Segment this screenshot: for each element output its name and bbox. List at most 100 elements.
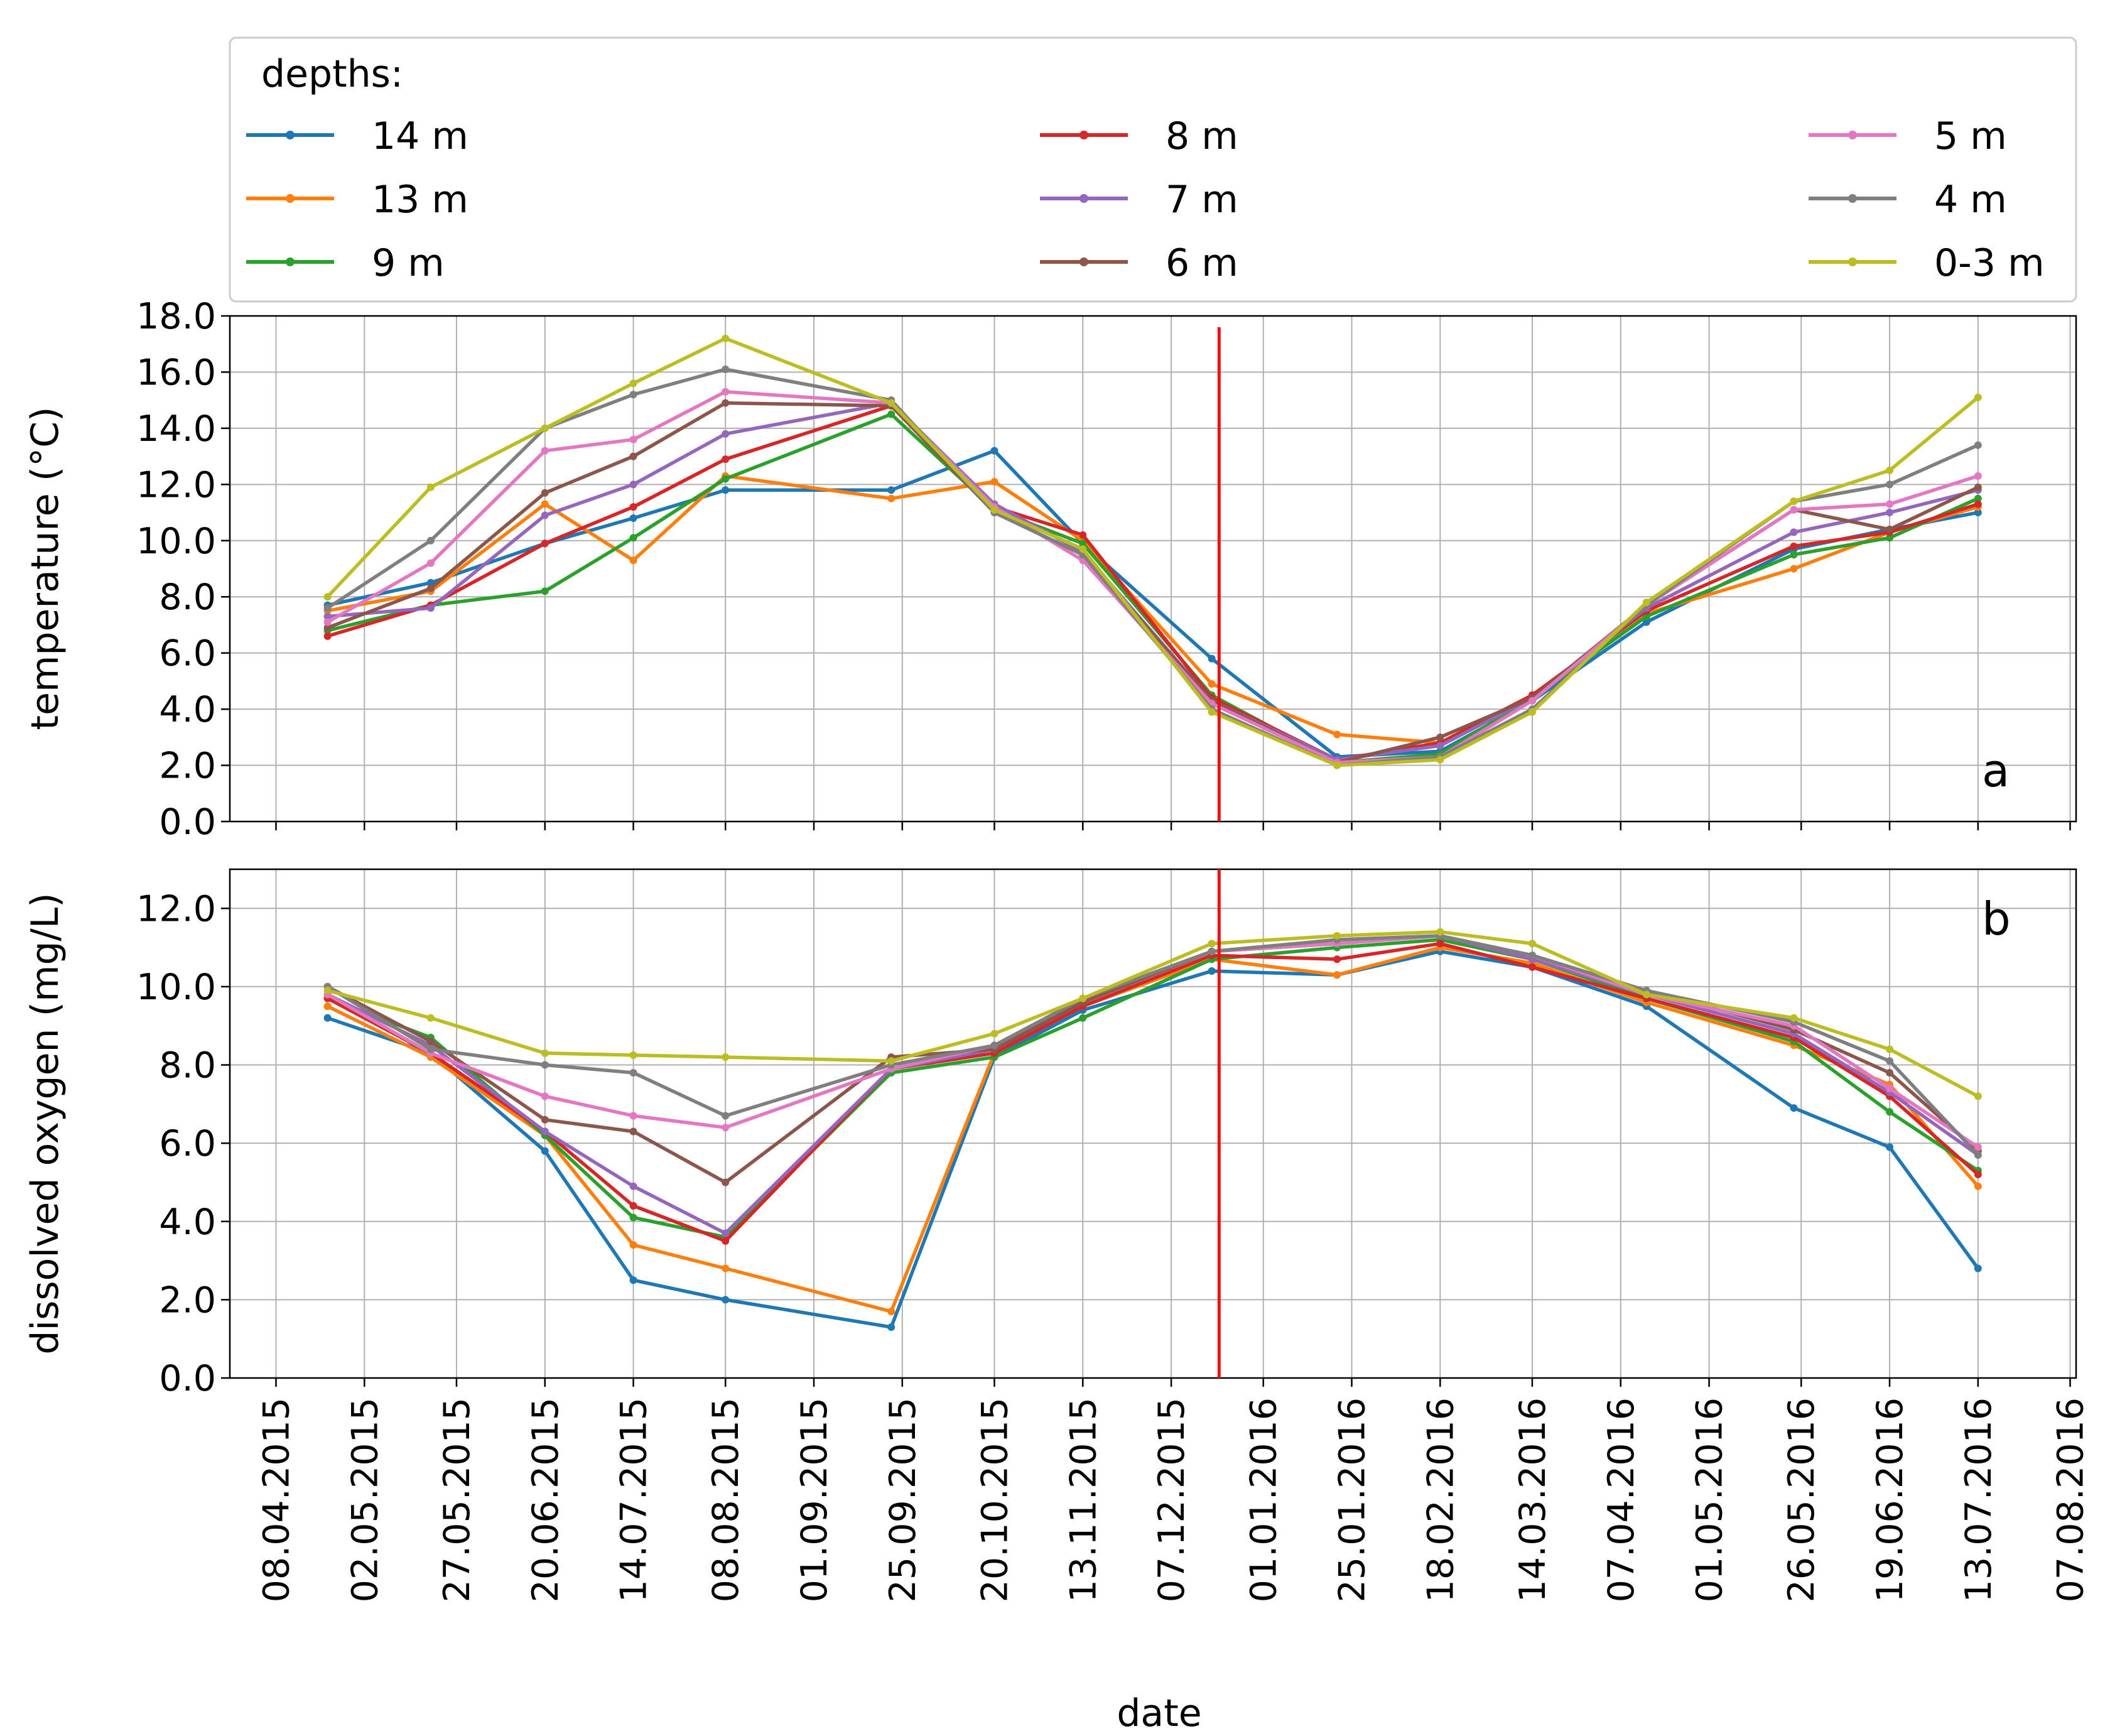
data-point: [722, 388, 730, 396]
series-line: [327, 950, 1980, 1329]
data-point: [426, 1045, 435, 1053]
x-tick-label: 01.01.2016: [1243, 1397, 1285, 1602]
data-point: [1886, 1069, 1894, 1077]
data-point: [722, 430, 730, 438]
data-point: [629, 1127, 637, 1136]
y-tick-label: 4.0: [159, 1202, 216, 1243]
data-point: [1528, 940, 1536, 948]
data-point: [629, 1202, 637, 1210]
data-point: [722, 455, 730, 464]
x-tick-label: 08.04.2015: [256, 1397, 298, 1602]
x-axis-label: date: [1117, 1691, 1201, 1735]
data-point: [722, 334, 730, 342]
series-line: [327, 938, 1979, 1239]
data-point: [1208, 940, 1216, 948]
data-point: [1436, 742, 1444, 750]
data-point: [722, 1053, 730, 1061]
data-point: [541, 1061, 549, 1069]
data-point: [426, 584, 435, 592]
data-point: [1079, 531, 1087, 539]
data-point: [323, 624, 332, 632]
data-point: [629, 1051, 637, 1059]
y-tick-label: 4.0: [159, 689, 216, 730]
data-point: [1208, 708, 1216, 716]
data-point: [1079, 545, 1087, 553]
y-tick-label: 6.0: [159, 1123, 216, 1164]
data-point: [629, 503, 637, 511]
oxygen-panel: 0.0 2.0 4.0 6.0 8.0 10.0 12.0 b dissolved oxyg…: [23, 868, 2077, 1399]
x-tick-label: 02.05.2015: [344, 1397, 386, 1602]
data-point: [1642, 618, 1650, 626]
oxygen-plot-frame: [229, 868, 2077, 1379]
legend-swatch-marker: [1848, 131, 1857, 139]
data-point: [1528, 708, 1536, 716]
data-point: [541, 511, 549, 519]
series-line: [327, 412, 1979, 764]
temperature-grid: [230, 315, 2076, 822]
legend-entry: 14 m: [246, 114, 468, 158]
data-point: [1886, 1108, 1894, 1116]
temperature-y-ticks: 0.0 2.0 4.0 6.0 8.0 10.0 12.0 14.0 16.0 18.0: [136, 296, 230, 843]
data-point: [722, 1112, 730, 1120]
data-point: [541, 489, 549, 497]
data-point: [323, 618, 332, 626]
data-point: [1974, 509, 1982, 517]
legend-label: 4 m: [1934, 178, 2007, 222]
data-point: [1436, 733, 1444, 741]
y-tick-label: 16.0: [136, 352, 216, 393]
data-point: [1886, 1143, 1894, 1151]
data-point: [1208, 947, 1216, 955]
data-point: [629, 480, 637, 489]
data-point: [722, 1178, 730, 1186]
data-point: [629, 452, 637, 460]
data-point: [541, 447, 549, 455]
series-line: [327, 448, 1979, 759]
legend-entry: 4 m: [1809, 178, 2007, 222]
series-6m: [323, 399, 1982, 767]
y-tick-label: 14.0: [136, 408, 216, 450]
legend-title: depths:: [261, 52, 403, 96]
data-point: [426, 536, 435, 545]
data-point: [1974, 1171, 1982, 1178]
data-point: [1079, 1014, 1087, 1022]
x-tick-label: 18.02.2016: [1420, 1397, 1461, 1602]
legend-entry: 6 m: [1040, 241, 1238, 285]
data-point: [1886, 525, 1894, 533]
legend-label: 9 m: [372, 241, 445, 285]
oxygen-x-tick-marks: [275, 1378, 2071, 1387]
temperature-series: [323, 334, 1982, 769]
series-line: [327, 930, 1979, 1098]
temperature-y-axis-label: temperature (°C): [23, 407, 67, 730]
data-point: [990, 477, 998, 486]
y-tick-label: 2.0: [159, 1279, 216, 1321]
legend-label: 6 m: [1166, 241, 1238, 285]
legend-label: 5 m: [1934, 114, 2007, 158]
data-point: [887, 1308, 895, 1316]
data-point: [1974, 483, 1982, 491]
legend-swatch-marker: [1079, 258, 1088, 266]
data-point: [629, 514, 637, 522]
data-point: [541, 1049, 549, 1057]
date-tick-labels: 08.04.2015 02.05.2015 27.05.2015 20.06.2015…: [256, 1397, 2092, 1602]
legend-entry: 7 m: [1040, 178, 1238, 222]
x-tick-label: 20.10.2015: [974, 1397, 1015, 1602]
data-point: [1528, 952, 1536, 960]
data-point: [1790, 542, 1798, 550]
data-point: [629, 1112, 637, 1120]
data-point: [1790, 1014, 1798, 1022]
data-point: [1436, 928, 1444, 936]
data-point: [1974, 1264, 1982, 1272]
data-point: [887, 1323, 895, 1331]
y-tick-label: 18.0: [136, 296, 216, 337]
data-point: [541, 1127, 549, 1136]
data-point: [1790, 551, 1798, 559]
data-point: [1974, 393, 1982, 401]
data-point: [1886, 500, 1894, 508]
series-0-3m: [323, 334, 1982, 769]
data-point: [1333, 955, 1341, 963]
y-tick-label: 2.0: [159, 746, 216, 787]
data-point: [1974, 1143, 1982, 1151]
x-tick-label: 01.09.2015: [794, 1397, 835, 1602]
series-0-3m: [323, 928, 1982, 1100]
